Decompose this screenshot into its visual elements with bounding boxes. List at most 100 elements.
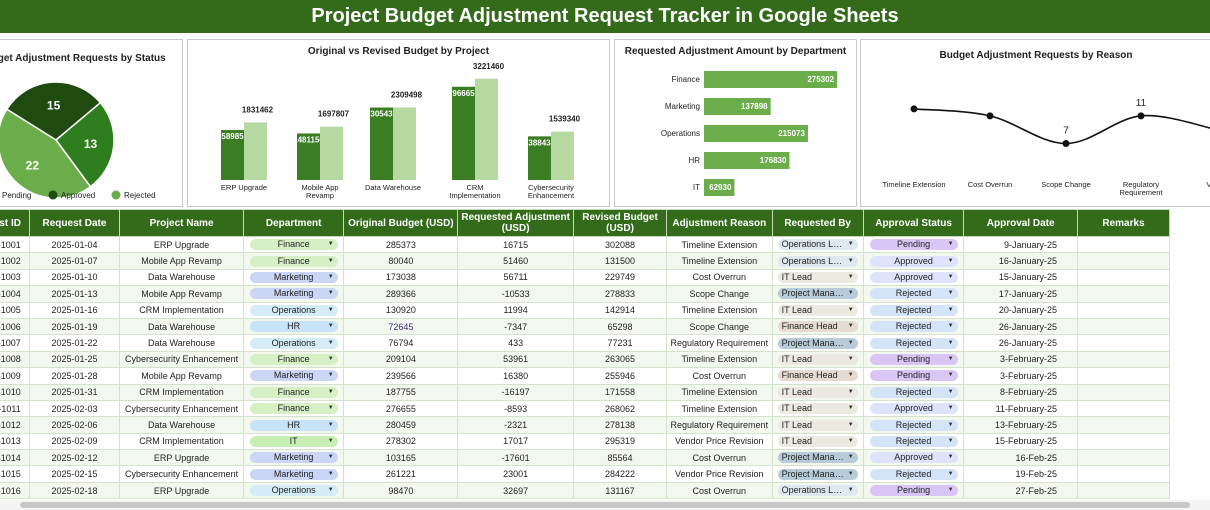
revised-budget-cell[interactable]: 229749 [572,268,668,287]
adjustment-reason-cell[interactable]: Cost Overrun [666,367,773,385]
approval-date-cell[interactable]: 15-February-25 [963,432,1078,451]
revised-budget-cell[interactable]: 131500 [572,252,668,270]
request-date-cell[interactable]: 2025-01-31 [28,383,121,401]
project-name-cell[interactable]: Data Warehouse [119,334,244,352]
requested-by-cell[interactable]: IT Lead [771,350,864,369]
approval-status-cell[interactable]: Pending [862,367,965,385]
remarks-cell[interactable] [1076,235,1171,254]
approval-date-cell[interactable]: 11-February-25 [963,399,1078,418]
request-id-cell[interactable]: REQ-1009 [0,367,30,385]
column-header[interactable]: Original Budget (USD) [343,209,459,237]
column-header[interactable]: Approval Status [862,209,965,237]
requested-adjustment-cell[interactable]: -2321 [457,416,574,434]
request-date-cell[interactable]: 2025-01-28 [28,367,121,385]
remarks-cell[interactable] [1076,285,1171,303]
column-header[interactable]: Requested Adjustment (USD) [457,209,574,237]
original-budget-cell[interactable]: 289366 [343,285,459,303]
requested-by-cell[interactable]: IT Lead [771,432,864,451]
original-budget-cell[interactable]: 280459 [343,416,459,434]
project-name-cell[interactable]: Data Warehouse [119,268,244,287]
requested-adjustment-cell[interactable]: -17601 [457,449,574,467]
requested-adjustment-cell[interactable]: -8593 [457,399,574,418]
adjustment-reason-cell[interactable]: Timeline Extension [666,399,773,418]
approval-status-cell[interactable]: Pending [862,350,965,369]
department-cell[interactable]: Marketing [242,449,345,467]
project-name-cell[interactable]: Cybersecurity Enhancement [119,350,244,369]
remarks-cell[interactable] [1076,317,1171,336]
requested-by-cell[interactable]: Project Manager [771,449,864,467]
requested-by-dropdown[interactable]: Finance Head [777,321,858,333]
requested-by-cell[interactable]: Finance Head [771,367,864,385]
approval-status-dropdown[interactable]: Approved [869,272,958,284]
request-id-cell[interactable]: REQ-1010 [0,383,30,401]
requested-by-dropdown[interactable]: Project Manager [777,468,858,480]
approval-status-dropdown[interactable]: Rejected [869,435,958,447]
revised-budget-cell[interactable]: 268062 [572,399,668,418]
project-name-cell[interactable]: Mobile App Revamp [119,285,244,303]
requested-adjustment-cell[interactable]: -16197 [457,383,574,401]
requested-by-cell[interactable]: IT Lead [771,301,864,319]
adjustment-reason-cell[interactable]: Regulatory Requirement [666,334,773,352]
original-vs-revised-chart-panel[interactable]: Original vs Revised Budget by Project 15… [187,39,610,207]
adjustment-reason-cell[interactable]: Cost Overrun [666,268,773,287]
approval-date-cell[interactable]: 15-January-25 [963,268,1078,287]
reason-chart-panel[interactable]: Budget Adjustment Requests by Reason 7 11… [860,39,1210,207]
approval-status-dropdown[interactable]: Rejected [869,337,958,349]
status-pie-chart-panel[interactable]: Budget Adjustment Requests by Status 15 1… [0,39,183,207]
requested-by-cell[interactable]: IT Lead [771,399,864,418]
requested-by-cell[interactable]: Project Manager [771,334,864,352]
approval-status-dropdown[interactable]: Pending [869,239,958,251]
department-dropdown[interactable]: Marketing [249,272,338,284]
department-dropdown[interactable]: HR [249,419,338,431]
column-header[interactable]: Adjustment Reason [666,209,773,237]
department-cell[interactable]: Marketing [242,367,345,385]
requested-adjustment-cell[interactable]: -7347 [457,317,574,336]
requested-by-cell[interactable]: IT Lead [771,383,864,401]
remarks-cell[interactable] [1076,416,1171,434]
revised-budget-cell[interactable]: 302088 [572,235,668,254]
original-budget-cell[interactable]: 72645 [343,317,459,336]
request-id-cell[interactable]: REQ-1012 [0,416,30,434]
project-name-cell[interactable]: ERP Upgrade [119,235,244,254]
adjustment-reason-cell[interactable]: Timeline Extension [666,235,773,254]
requested-by-dropdown[interactable]: Operations Lead [777,485,858,497]
department-dropdown[interactable]: Operations [249,337,338,349]
approval-date-cell[interactable]: 27-Feb-25 [963,481,1078,500]
original-budget-cell[interactable]: 209104 [343,350,459,369]
approval-date-cell[interactable]: 19-Feb-25 [963,465,1078,483]
approval-status-dropdown[interactable]: Pending [869,353,958,365]
department-cell[interactable]: Finance [242,235,345,254]
requested-adjustment-cell[interactable]: 56711 [457,268,574,287]
remarks-cell[interactable] [1076,449,1171,467]
requested-adjustment-cell[interactable]: -10533 [457,285,574,303]
original-budget-cell[interactable]: 103165 [343,449,459,467]
request-id-cell[interactable]: REQ-1003 [0,268,30,287]
requested-by-cell[interactable]: Operations Lead [771,235,864,254]
approval-status-cell[interactable]: Rejected [862,383,965,401]
approval-status-dropdown[interactable]: Approved [869,403,958,415]
original-budget-cell[interactable]: 285373 [343,235,459,254]
requested-by-dropdown[interactable]: IT Lead [777,272,858,284]
approval-status-cell[interactable]: Rejected [862,465,965,483]
remarks-cell[interactable] [1076,432,1171,451]
column-header[interactable]: Project Name [119,209,244,237]
horizontal-scrollbar-thumb[interactable] [20,502,1190,508]
requested-adjustment-cell[interactable]: 23001 [457,465,574,483]
approval-status-cell[interactable]: Rejected [862,416,965,434]
approval-status-cell[interactable]: Approved [862,399,965,418]
request-date-cell[interactable]: 2025-02-18 [28,481,121,500]
request-date-cell[interactable]: 2025-02-12 [28,449,121,467]
request-id-cell[interactable]: REQ-1014 [0,449,30,467]
column-header[interactable]: Request ID [0,209,30,237]
request-date-cell[interactable]: 2025-01-10 [28,268,121,287]
request-date-cell[interactable]: 2025-01-07 [28,252,121,270]
department-dropdown[interactable]: Finance [249,386,338,398]
approval-status-cell[interactable]: Approved [862,268,965,287]
department-dropdown[interactable]: Marketing [249,452,338,464]
